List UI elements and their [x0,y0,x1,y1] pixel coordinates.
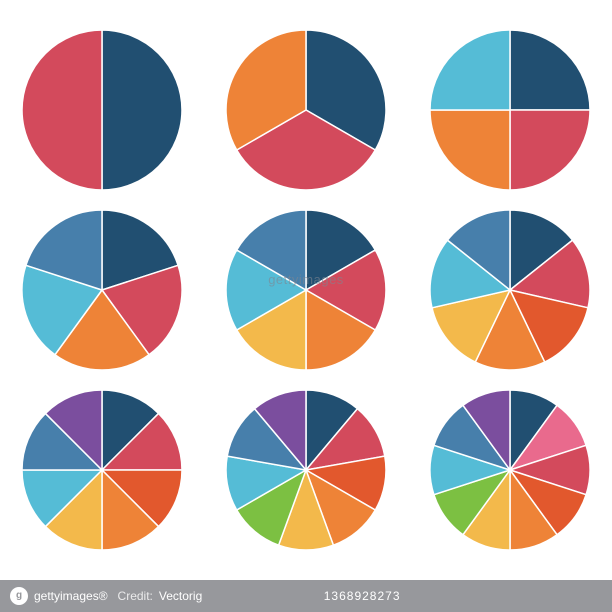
pie-10 [428,388,592,552]
pie-3 [224,28,388,192]
pie-cell [217,200,395,380]
pie-7 [428,208,592,372]
footer-brand: g gettyimages® Credit: Vectorig [10,587,202,605]
pie-4 [428,28,592,192]
pie-9 [224,388,388,552]
canvas: gettyimages g gettyimages® Credit: Vecto… [0,0,612,612]
pie-4-slice-1 [510,30,590,110]
pie-cell [13,20,191,200]
pie-chart-grid [0,20,612,560]
footer-stock-id: 1368928273 [324,589,401,603]
pie-cell [421,200,599,380]
pie-cell [13,380,191,560]
pie-2-slice-2 [22,30,102,190]
pie-4-slice-3 [430,110,510,190]
footer-credit-value: Vectorig [159,589,202,603]
pie-4-slice-2 [510,110,590,190]
pie-4-slice-4 [430,30,510,110]
pie-cell [13,200,191,380]
footer-brand-text: gettyimages® [34,589,108,603]
pie-8 [20,388,184,552]
pie-5 [20,208,184,372]
pie-6 [224,208,388,372]
pie-2 [20,28,184,192]
pie-2-slice-1 [102,30,182,190]
pie-cell [421,20,599,200]
footer-credit-label: Credit: [118,589,153,603]
stock-footer-bar: g gettyimages® Credit: Vectorig 13689282… [0,580,612,612]
pie-cell [217,380,395,560]
pie-cell [421,380,599,560]
pie-cell [217,20,395,200]
gettyimages-logo-icon: g [10,587,28,605]
